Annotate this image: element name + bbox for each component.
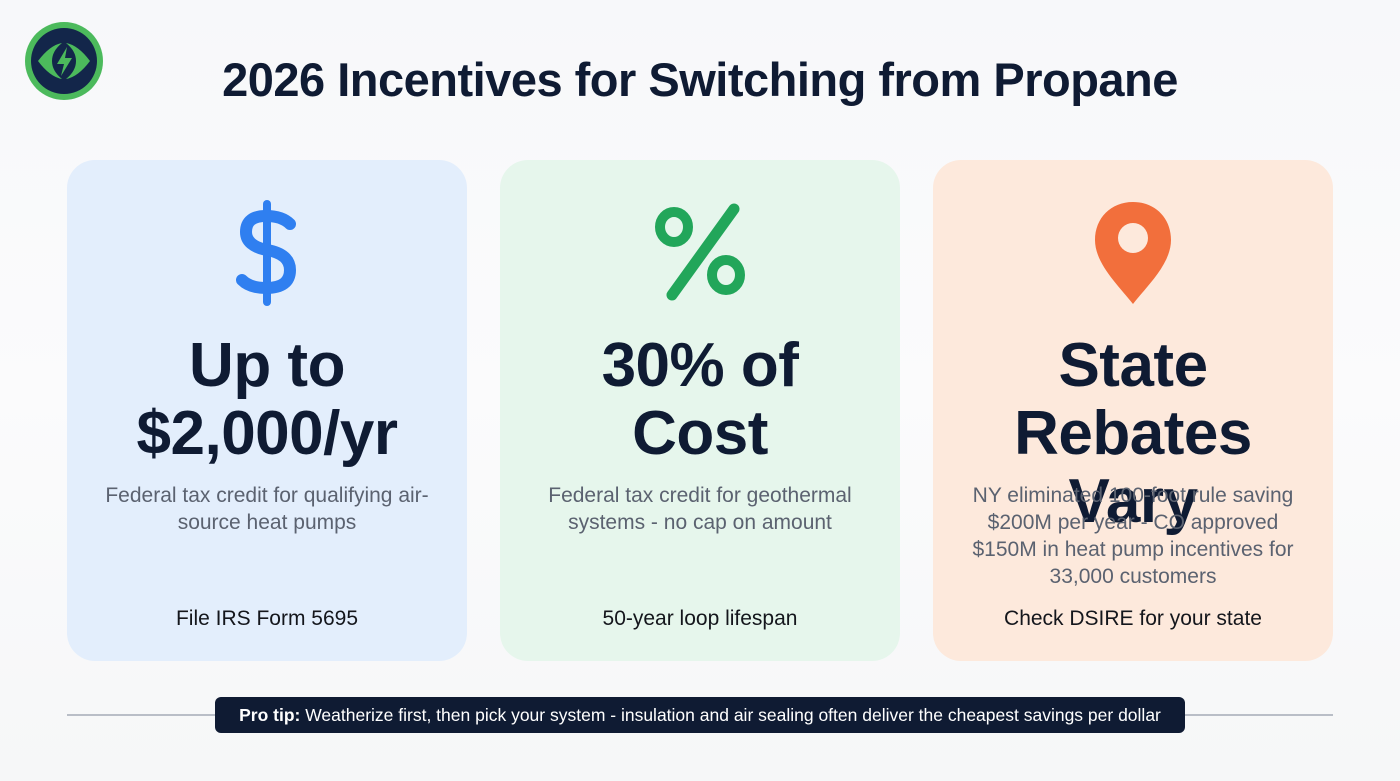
map-pin-icon — [933, 198, 1333, 308]
card-description: Federal tax credit for geothermal system… — [548, 484, 852, 534]
logo — [24, 21, 104, 101]
page-title: 2026 Incentives for Switching from Propa… — [222, 53, 1178, 106]
card-description: NY eliminated 100-foot rule saving $200M… — [972, 484, 1294, 588]
card-footer: Check DSIRE for your state — [1004, 607, 1262, 630]
card-state-rebates: State Rebates Vary NY eliminated 100-foo… — [933, 160, 1333, 661]
eye-lightning-icon — [25, 22, 103, 100]
pro-tip-label: Pro tip: — [239, 705, 301, 725]
card-headline: State Rebates Vary — [1014, 331, 1252, 536]
pro-tip-banner: Pro tip: Weatherize first, then pick you… — [215, 697, 1185, 733]
pro-tip-text: Weatherize first, then pick your system … — [300, 705, 1161, 725]
card-footer: 50-year loop lifespan — [602, 607, 798, 630]
card-geothermal: 30% of Cost Federal tax credit for geoth… — [500, 160, 900, 661]
card-headline: Up to $2,000/yr — [136, 331, 398, 468]
card-headline: 30% of Cost — [601, 331, 799, 468]
card-footer: File IRS Form 5695 — [175, 607, 359, 630]
card-description: Federal tax credit for qualifying air-so… — [105, 484, 429, 534]
card-federal-heat-pump: Up to $2,000/yr Federal tax credit for q… — [67, 160, 467, 661]
percent-icon — [500, 198, 900, 308]
dollar-sign-icon — [67, 198, 467, 308]
